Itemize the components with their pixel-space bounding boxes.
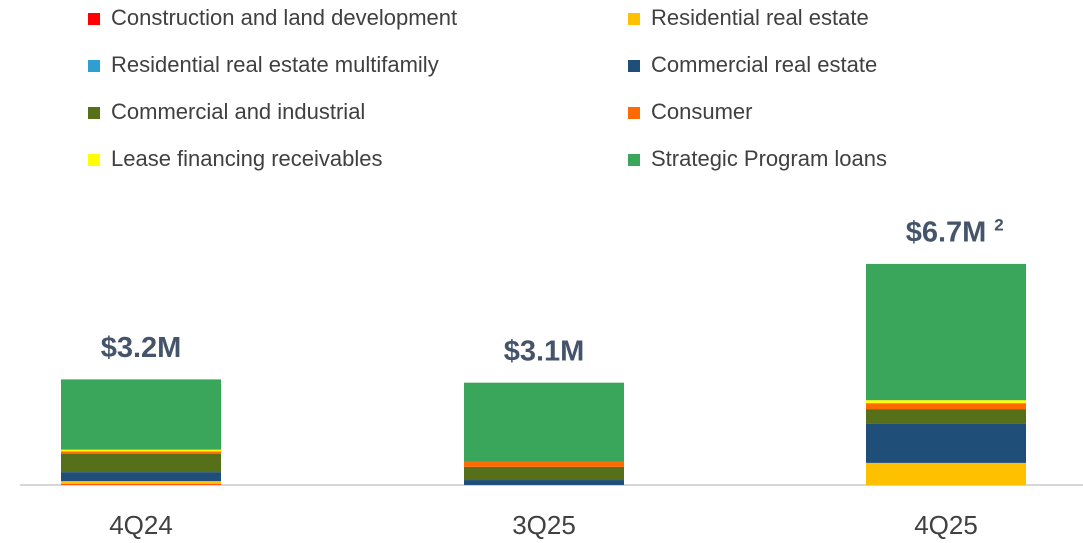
legend-swatch [628, 154, 640, 166]
bar-segment [866, 409, 1026, 424]
bar-segment [866, 423, 1026, 463]
x-tick-label: 3Q25 [512, 510, 576, 540]
bar-segment [866, 462, 1026, 485]
legend-swatch [88, 13, 100, 25]
legend-label: Residential real estate multifamily [111, 52, 439, 77]
bar-segment [464, 461, 624, 467]
bar-segment [464, 480, 624, 485]
bar-segment [61, 481, 221, 485]
legend-label: Lease financing receivables [111, 146, 383, 171]
bar-segment [61, 451, 221, 454]
bar-segment [464, 466, 624, 481]
bar-segment [61, 472, 221, 482]
legend-swatch [628, 13, 640, 25]
total-label: $6.7M [906, 217, 987, 249]
total-label: $3.1M [504, 335, 585, 367]
x-tick-label: 4Q25 [914, 510, 978, 540]
legend-label: Residential real estate [651, 5, 869, 30]
bar-segment [61, 379, 221, 450]
legend-label: Consumer [651, 99, 752, 124]
legend-swatch [628, 107, 640, 119]
total-label: $3.2M [101, 332, 182, 364]
legend-swatch [88, 107, 100, 119]
legend-swatch [88, 60, 100, 72]
legend-label: Commercial real estate [651, 52, 877, 77]
legend-swatch [88, 154, 100, 166]
legend-label: Commercial and industrial [111, 99, 365, 124]
bar-segment [61, 484, 221, 485]
footnote-mark: 2 [994, 215, 1003, 234]
bar-segment [866, 400, 1026, 404]
bar-segment [61, 453, 221, 473]
x-tick-label: 4Q24 [109, 510, 173, 540]
legend-label: Strategic Program loans [651, 146, 887, 171]
bar-segment [464, 382, 624, 462]
legend-swatch [628, 60, 640, 72]
bar-segment [866, 263, 1026, 401]
bar-segment [866, 403, 1026, 410]
legend-label: Construction and land development [111, 5, 457, 30]
bar-segment [61, 449, 221, 452]
